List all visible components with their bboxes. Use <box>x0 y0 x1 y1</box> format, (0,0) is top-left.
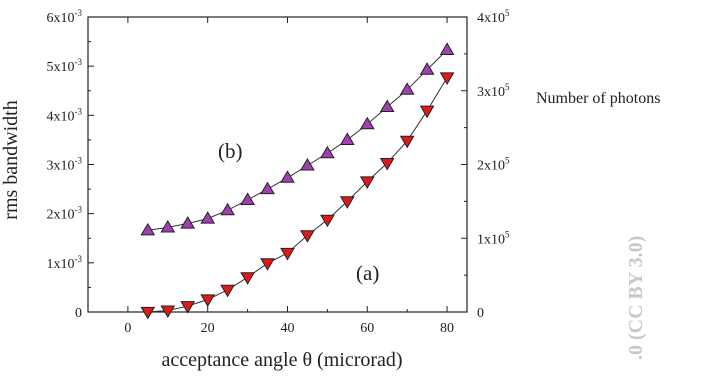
series-b-marker <box>280 170 295 183</box>
series-a-marker <box>419 105 435 119</box>
series-b-marker <box>339 132 355 145</box>
y2-axis-title: Number of photons <box>536 90 660 107</box>
axes <box>87 16 468 313</box>
series-a-marker <box>320 214 335 228</box>
series-a-marker <box>140 306 156 320</box>
series-b-marker <box>320 145 335 159</box>
series-b-marker <box>439 42 455 55</box>
y-tick-label: 5x10-3 <box>47 57 83 75</box>
series-b-marker <box>220 202 235 216</box>
series-a-marker <box>200 294 216 307</box>
x-tick-label: 20 <box>201 321 215 336</box>
series-a-marker <box>220 284 235 298</box>
series-a-marker <box>260 258 275 271</box>
watermark: .0 (CC BY 3.0) <box>625 236 647 360</box>
x-tick-label: 80 <box>440 321 454 336</box>
annotation-b: (b) <box>218 139 243 163</box>
annotation-a: (a) <box>356 261 379 285</box>
y2-tick-label: 1x105 <box>477 229 510 247</box>
y-axis-title: rms bandwidth <box>0 100 22 219</box>
y2-axis-ticks: 0 1x105 2x105 3x105 4x105 <box>461 8 510 321</box>
series-a-marker <box>280 247 295 261</box>
series-b-marker <box>180 216 196 229</box>
x-axis-ticks: 0 20 40 60 80 <box>124 17 454 336</box>
y2-tick-label: 3x105 <box>477 82 510 100</box>
series-a-marker <box>379 158 395 171</box>
series-b-marker <box>260 181 275 195</box>
series-a-marker <box>359 176 375 189</box>
x-axis-title: acceptance angle θ (microrad) <box>161 349 402 371</box>
y-axis-ticks: 0 1x10-3 2x10-3 3x10-3 4x10-3 5x10-3 6x10-3 <box>47 8 94 321</box>
series-a-marker <box>300 230 315 243</box>
series-b-marker <box>140 222 156 236</box>
x-tick-label: 0 <box>124 321 131 336</box>
y-tick-label: 0 <box>75 306 82 321</box>
series-b-marker <box>419 62 435 75</box>
plot-frame <box>87 16 468 313</box>
series-b-marker <box>399 82 415 95</box>
series-b-marker <box>160 219 176 233</box>
y-tick-label: 2x10-3 <box>47 205 83 223</box>
series-b-marker <box>359 116 375 130</box>
series-b-marker <box>300 158 315 171</box>
y-tick-label: 1x10-3 <box>47 254 83 272</box>
y2-tick-label: 0 <box>477 306 484 321</box>
series-a-marker <box>439 72 455 85</box>
y2-tick-label: 4x105 <box>477 8 510 26</box>
series-a-line <box>147 77 448 313</box>
series-a-marker <box>180 301 196 314</box>
series-a-marker <box>240 272 255 285</box>
series-b-marker <box>379 99 395 112</box>
series-b-line <box>147 49 448 231</box>
y-tick-label: 4x10-3 <box>47 106 83 124</box>
series-a-marker <box>160 305 176 318</box>
series-b-marker <box>240 192 255 205</box>
series-b-marker <box>200 211 216 224</box>
x-tick-label: 60 <box>360 321 374 336</box>
x-tick-label: 40 <box>280 321 294 336</box>
y-tick-label: 3x10-3 <box>47 156 83 174</box>
series-a-marker <box>399 135 415 149</box>
series-a-marker <box>339 196 355 209</box>
y-tick-label: 6x10-3 <box>47 8 83 26</box>
y2-tick-label: 2x105 <box>477 156 510 174</box>
series-layer <box>140 42 455 320</box>
